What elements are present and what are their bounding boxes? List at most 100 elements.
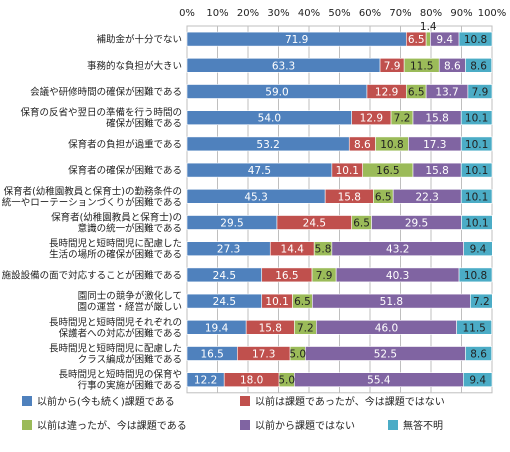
legend-item: 無答不明 <box>388 419 443 432</box>
bar-segment <box>460 110 493 125</box>
legend-label: 以前から課題ではない <box>255 419 355 432</box>
value-label: 45.3 <box>244 191 267 203</box>
value-label: 7.2 <box>297 322 314 334</box>
bar-segment <box>458 267 493 283</box>
category-label: 園の運営・経営が厳しい <box>77 301 182 313</box>
value-label: 54.0 <box>258 113 281 125</box>
bar-segment <box>458 31 493 47</box>
bar-segment <box>461 215 493 230</box>
bar-segment <box>463 241 493 256</box>
category-labels: 補助金が十分でない事務的な負担が大きい会議や研修時間の確保が困難である保育の反省… <box>2 34 182 392</box>
value-label: 9.4 <box>436 34 453 46</box>
x-tick-label: 10% <box>206 8 228 19</box>
value-label: 29.5 <box>220 218 243 230</box>
category-label: 統一やローテーションづくりが困難である <box>2 196 182 208</box>
value-label: 18.0 <box>240 375 263 387</box>
x-tick-label: 70% <box>389 8 411 19</box>
value-label: 5.8 <box>315 244 332 256</box>
x-tick-label: 50% <box>328 8 350 19</box>
bar-segment <box>465 346 492 361</box>
bar-segment <box>470 293 493 309</box>
value-label: 15.8 <box>425 165 448 177</box>
value-label: 16.5 <box>275 270 298 282</box>
value-label: 8.6 <box>470 349 487 361</box>
value-label: 71.9 <box>285 34 308 46</box>
value-label: 22.3 <box>415 191 438 203</box>
bars <box>186 31 493 388</box>
value-label: 15.8 <box>259 322 282 334</box>
value-label: 51.8 <box>380 296 403 308</box>
value-label: 12.2 <box>194 375 217 387</box>
value-label: 6.5 <box>408 87 425 99</box>
value-label: 53.2 <box>256 139 279 151</box>
legend-swatch <box>22 420 32 430</box>
category-label: 事務的な負担が大きい <box>87 60 182 72</box>
x-tick-label: 20% <box>237 8 259 19</box>
value-label: 47.5 <box>248 165 271 177</box>
value-label: 16.5 <box>200 349 223 361</box>
value-label: 10.8 <box>464 270 487 282</box>
legend-swatch <box>388 420 398 430</box>
category-label: 保育者(幼稚園教員と保育士)の勤務条件の <box>4 185 182 197</box>
value-label: 10.1 <box>265 296 288 308</box>
value-label: 7.9 <box>384 60 401 72</box>
value-label: 55.4 <box>367 375 391 387</box>
bar-segment <box>467 84 493 99</box>
value-label: 5.0 <box>289 349 306 361</box>
value-label: 14.4 <box>281 244 305 256</box>
category-label: 長時間児と短時間児に配慮した <box>49 238 182 250</box>
legend-label: 以前は違ったが、今は課題である <box>37 419 187 432</box>
legend-item: 以前は違ったが、今は課題である <box>22 419 187 432</box>
value-label: 15.8 <box>425 113 448 125</box>
category-label: 長時間児と短時間児の保育や <box>58 369 182 381</box>
category-label: 会議や研修時間の確保が困難である <box>30 86 182 98</box>
value-label: 6.5 <box>294 296 311 308</box>
value-label: 17.3 <box>252 349 275 361</box>
x-tick-labels: 0% 10% 20% 30% 40% 50% 60% 70% 80% 90% 100% <box>179 8 506 19</box>
value-label: 11.5 <box>410 60 433 72</box>
legend-label: 無答不明 <box>403 419 443 432</box>
category-label: 生活の場所の確保が困難である <box>49 249 182 261</box>
legend-swatch <box>22 396 32 406</box>
category-label: 補助金が十分でない <box>96 34 182 46</box>
value-label: 10.1 <box>465 139 488 151</box>
category-label: 保育者(幼稚園教員と保育士)の <box>51 212 182 224</box>
x-tick-label: 100% <box>478 8 507 19</box>
value-label: 40.3 <box>386 270 409 282</box>
x-tick-label: 60% <box>359 8 381 19</box>
value-label: 1.4 <box>420 21 437 33</box>
value-label: 7.2 <box>394 113 411 125</box>
value-label: 52.5 <box>374 349 397 361</box>
category-label: 長時間児と短時間児に配慮した <box>49 343 182 355</box>
value-label: 5.0 <box>278 375 295 387</box>
value-label: 63.3 <box>272 60 295 72</box>
bar-segment <box>465 57 492 73</box>
value-label: 24.5 <box>213 270 236 282</box>
x-tick-label: 0% <box>179 8 195 19</box>
value-labels: 71.9 6.51.49.4 10.863.3 7.9 11.5 8.6 8.659.0 12… <box>194 21 490 387</box>
bar-segment <box>460 189 493 204</box>
grid-layer <box>186 25 493 394</box>
value-label: 9.4 <box>470 244 487 256</box>
value-label: 6.5 <box>375 191 392 203</box>
category-label: 保育者の負担が過重である <box>68 138 182 150</box>
bar-segment <box>456 319 492 335</box>
x-tick-label: 80% <box>420 8 442 19</box>
category-label: 確保が困難である <box>106 118 182 130</box>
x-tick-label: 90% <box>450 8 472 19</box>
bar-segment <box>460 136 493 152</box>
value-label: 10.1 <box>465 165 488 177</box>
value-label: 9.4 <box>469 375 486 387</box>
category-label: 施設設備の面で対応することが困難である <box>2 269 182 281</box>
bar-segment <box>425 31 431 47</box>
value-label: 10.1 <box>465 113 488 125</box>
value-label: 6.5 <box>353 218 370 230</box>
value-label: 17.3 <box>423 139 446 151</box>
value-label: 7.2 <box>473 296 490 308</box>
value-label: 8.6 <box>470 60 487 72</box>
legend: 以前から(今も続く)課題である 以前は課題であったが、今は課題ではない以前は違った… <box>22 395 445 432</box>
category-label: 園同士の競争が激化して <box>78 290 182 302</box>
value-label: 11.5 <box>462 322 485 334</box>
legend-label: 以前から(今も続く)課題である <box>37 395 175 408</box>
